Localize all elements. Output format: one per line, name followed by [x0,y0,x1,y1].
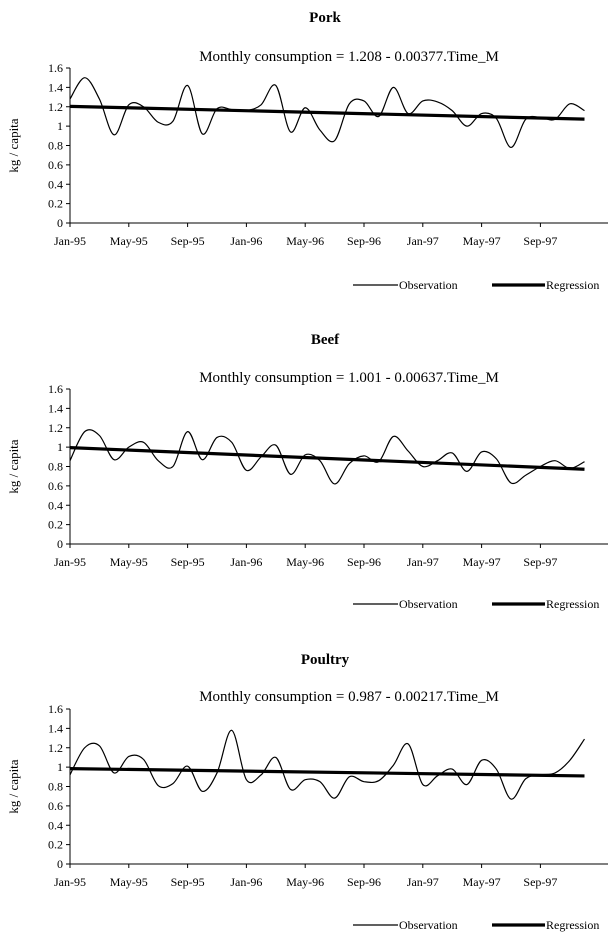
chart-title: Beef [311,332,340,348]
chart-panel-pork: Pork Monthly consumption = 1.208 - 0.0037… [6,10,608,292]
regression-series-line [69,766,585,778]
chart-title: Poultry [301,652,350,668]
chart-panel-beef: Beef Monthly consumption = 1.001 - 0.0063… [6,332,608,611]
y-tick-label: 1.2 [48,100,63,114]
x-tick-label: Jan-95 [54,555,86,569]
y-tick-label: 1 [57,760,63,774]
x-tick-label: May-97 [463,875,501,889]
y-tick-label: 0.4 [48,177,63,191]
regression-series-line [69,446,585,471]
y-tick-label: 0.4 [48,498,63,512]
x-tick-label: Jan-97 [407,875,439,889]
y-tick-label: 1.2 [48,741,63,755]
x-tick-label: Jan-97 [407,555,439,569]
x-tick-label: May-95 [110,234,148,248]
x-tick-label: Sep-97 [523,555,557,569]
x-tick-label: May-96 [286,875,324,889]
legend-observation-label: Observation [399,597,458,611]
y-tick-label: 1.4 [48,80,63,94]
y-tick-label: 0.2 [48,838,63,852]
y-tick-label: 0 [57,857,63,871]
observation-series-line [69,429,585,485]
x-tick-label: Sep-95 [171,234,205,248]
x-tick-label: Jan-96 [230,875,262,889]
x-tick-label: Jan-96 [230,555,262,569]
y-tick-label: 1 [57,440,63,454]
x-tick-label: May-96 [286,234,324,248]
y-tick-label: 0.6 [48,158,63,172]
y-tick-label: 1.6 [48,382,63,396]
y-tick-label: 0.2 [48,197,63,211]
observation-series-line [69,77,585,149]
y-tick-label: 0 [57,537,63,551]
x-tick-label: Jan-96 [230,234,262,248]
y-tick-label: 0.8 [48,139,63,153]
x-tick-label: Sep-96 [347,875,381,889]
legend-regression-label: Regression [546,597,599,611]
regression-equation: Monthly consumption = 1.208 - 0.00377.Ti… [199,49,499,65]
observation-series-line [69,729,585,800]
x-tick-label: May-97 [463,555,501,569]
chart-title: Pork [309,10,341,26]
y-tick-label: 0.8 [48,780,63,794]
legend-observation-label: Observation [399,918,458,932]
x-tick-label: Sep-96 [347,555,381,569]
y-tick-label: 0.6 [48,799,63,813]
legend-regression-label: Regression [546,918,599,932]
x-tick-label: Sep-95 [171,875,205,889]
chart-panel-poultry: Poultry Monthly consumption = 0.987 - 0.0… [6,652,608,932]
y-tick-label: 0.8 [48,460,63,474]
x-tick-label: May-96 [286,555,324,569]
x-tick-label: Sep-95 [171,555,205,569]
legend-regression-label: Regression [546,278,599,292]
y-tick-label: 1.6 [48,61,63,75]
x-tick-label: May-95 [110,875,148,889]
y-tick-label: 0.6 [48,479,63,493]
y-tick-label: 1.2 [48,421,63,435]
legend-observation-label: Observation [399,278,458,292]
x-tick-label: Jan-95 [54,234,86,248]
x-tick-label: May-97 [463,234,501,248]
x-tick-label: Jan-95 [54,875,86,889]
y-tick-label: 0.2 [48,518,63,532]
y-axis-label: kg / capita [6,759,21,813]
x-tick-label: Sep-97 [523,234,557,248]
x-tick-label: Sep-97 [523,875,557,889]
y-tick-label: 0.4 [48,818,63,832]
regression-equation: Monthly consumption = 0.987 - 0.00217.Ti… [199,689,499,705]
y-tick-label: 1 [57,119,63,133]
regression-series-line [69,104,585,121]
x-tick-label: Jan-97 [407,234,439,248]
x-tick-label: Sep-96 [347,234,381,248]
y-axis-label: kg / capita [6,439,21,493]
x-tick-label: May-95 [110,555,148,569]
y-tick-label: 1.6 [48,702,63,716]
y-tick-label: 1.4 [48,401,63,415]
regression-equation: Monthly consumption = 1.001 - 0.00637.Ti… [199,370,499,386]
y-tick-label: 1.4 [48,721,63,735]
y-axis-label: kg / capita [6,118,21,172]
y-tick-label: 0 [57,216,63,230]
